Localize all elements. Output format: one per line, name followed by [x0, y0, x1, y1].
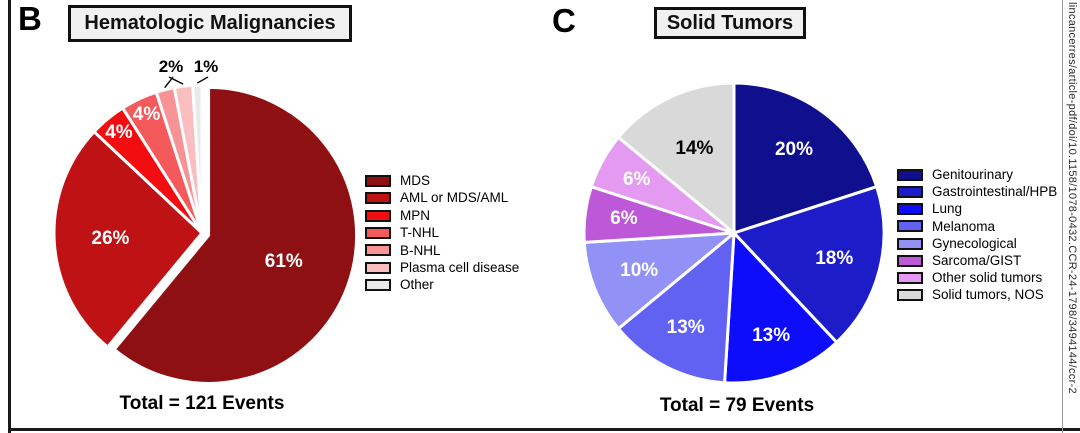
figure-frame-left [8, 0, 11, 433]
panel-b-title: Hematologic Malignancies [84, 12, 336, 34]
legend-row: MPN [365, 209, 519, 223]
panel-c-total: Total = 79 Events [659, 395, 815, 416]
panel-letter-c: C [552, 2, 576, 39]
legend-row: Other [365, 278, 519, 292]
legend-swatch [365, 209, 391, 222]
legend-swatch [897, 203, 923, 216]
panel-c-title-box: Solid Tumors [654, 7, 806, 39]
legend-row: Sarcoma/GIST [897, 254, 1057, 268]
legend-row: Lung [897, 202, 1057, 216]
panel-b-total: Total = 121 Events [119, 393, 285, 414]
legend-row: Melanoma [897, 220, 1057, 234]
legend-row: Gynecological [897, 237, 1057, 251]
legend-swatch [365, 174, 391, 187]
legend-swatch [365, 244, 391, 257]
legend-label: Melanoma [932, 218, 996, 234]
pie-slice [616, 229, 736, 385]
legend-swatch [897, 289, 923, 302]
legend-row: AML or MDS/AML [365, 191, 519, 205]
legend-hematologic: MDS AML or MDS/AML MPN T-NHL B-NHL Plasma cel… [365, 174, 519, 296]
legend-swatch [897, 185, 923, 198]
pie-slice [52, 129, 205, 350]
legend-label: Other [400, 277, 434, 293]
label-leader-line [168, 76, 184, 85]
legend-label: B-NHL [400, 242, 441, 258]
legend-row: Other solid tumors [897, 271, 1057, 285]
legend-label: Lung [932, 201, 963, 217]
legend-row: Solid tumors, NOS [897, 288, 1057, 302]
legend-swatch [365, 192, 391, 205]
pie-slice [582, 231, 739, 331]
legend-row: Gastrointestinal/HPB [897, 185, 1057, 199]
legend-label: Plasma cell disease [400, 259, 520, 275]
legend-label: T-NHL [400, 225, 440, 241]
legend-swatch [897, 237, 923, 250]
legend-label: Genitourinary [932, 167, 1014, 182]
legend-label: AML or MDS/AML [400, 190, 509, 206]
legend-label: Solid tumors, NOS [932, 287, 1044, 303]
legend-swatch [897, 271, 923, 284]
pie-slice [722, 229, 839, 385]
legend-swatch [365, 261, 391, 274]
panel-letter-b: B [18, 0, 42, 37]
watermark-divider-line [1062, 0, 1063, 433]
legend-label: MPN [400, 207, 430, 223]
legend-label: MDS [400, 173, 430, 188]
legend-solid-tumors: Genitourinary Gastrointestinal/HPB Lung Mel… [897, 168, 1057, 306]
legend-swatch [897, 254, 923, 267]
legend-swatch [897, 168, 923, 181]
legend-row: T-NHL [365, 226, 519, 240]
legend-row: Genitourinary [897, 168, 1057, 182]
figure-frame-bottom [8, 428, 1080, 431]
panel-c-title: Solid Tumors [666, 11, 794, 34]
panel-b-title-box: Hematologic Malignancies [68, 5, 352, 42]
legend-row: MDS [365, 174, 519, 188]
legend-label: Other solid tumors [932, 270, 1043, 286]
legend-row: Plasma cell disease [365, 261, 519, 275]
pie-slice [732, 81, 879, 236]
label-leader-line [196, 76, 209, 84]
pie-slice [112, 85, 359, 385]
pie-slice [616, 81, 736, 237]
legend-label: Gastrointestinal/HPB [932, 184, 1058, 200]
legend-row: B-NHL [365, 244, 519, 258]
legend-swatch [365, 279, 391, 292]
legend-swatch [897, 220, 923, 233]
legend-swatch [365, 226, 391, 239]
pie-slice [191, 83, 204, 234]
pie-slice [731, 184, 886, 345]
legend-label: Gynecological [932, 235, 1017, 251]
legend-label: Sarcoma/GIST [932, 252, 1022, 268]
